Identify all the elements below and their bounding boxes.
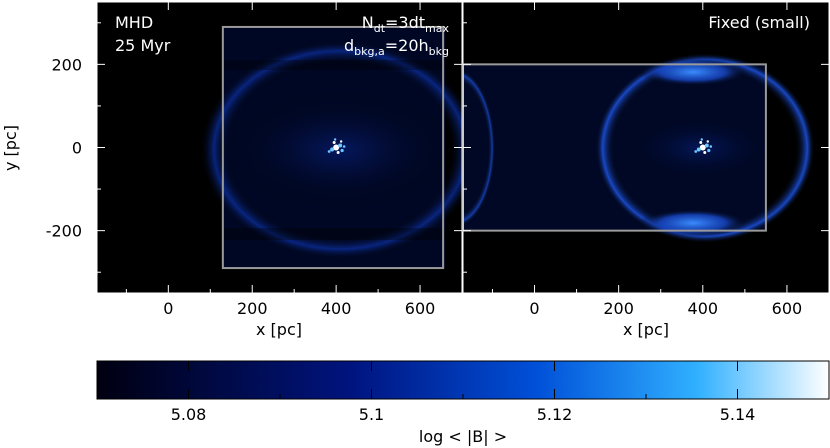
left-axis-ticks — [97, 2, 462, 293]
source-clump — [339, 140, 343, 143]
colorbar-tick-label: 5.1 — [359, 405, 384, 424]
x-tick-label: 200 — [603, 299, 634, 318]
colorbar-tick-label: 5.14 — [720, 405, 756, 424]
source-clump — [332, 141, 336, 144]
left-refinement-box — [221, 25, 445, 270]
source-clump — [327, 150, 331, 153]
left-y-tick-labels: 200 0 -200 — [46, 55, 82, 240]
left-annotation-line-2: 25 Myr — [115, 36, 171, 55]
source-clump — [706, 140, 709, 143]
source-clump — [338, 143, 343, 148]
x-tick-label: 200 — [237, 299, 268, 318]
left-panel: 0 200 400 600 200 0 -200 MHD 25 Myr Ndt=3dtma… — [1, 1, 463, 339]
colorbar-tick-labels: 5.08 5.1 5.12 5.14 — [171, 405, 756, 424]
colorbar-label: log < |B| > — [419, 427, 507, 446]
left-field-structure — [200, 28, 462, 268]
source-clump — [707, 148, 711, 153]
colorbar-tick-label: 5.08 — [171, 405, 207, 424]
x-tick-label: 600 — [405, 299, 436, 318]
source-clump — [704, 143, 709, 148]
y-axis-label: y [pc] — [1, 125, 20, 171]
source-clump — [330, 147, 335, 152]
colorbar: 5.08 5.1 5.12 5.14 log < |B| > — [96, 360, 830, 446]
source-clump — [699, 144, 706, 151]
x-tick-label: 0 — [529, 299, 539, 318]
x-tick-label: 400 — [321, 299, 352, 318]
source-clump — [709, 145, 713, 148]
colorbar-tick-label: 5.12 — [537, 405, 573, 424]
left-central-source — [327, 138, 346, 154]
colorbar-gradient — [96, 360, 830, 400]
left-param-2: dbkg,a=20hbkg — [344, 36, 449, 58]
source-clump — [696, 147, 701, 152]
right-x-axis-label: x [pc] — [623, 320, 669, 339]
right-panel: 0 200 400 600 Fixed (small) x [pc] — [462, 1, 830, 339]
source-clump — [336, 151, 340, 154]
source-clump — [342, 145, 346, 148]
colorbar-ticks — [188, 361, 738, 399]
source-clump — [700, 138, 703, 141]
right-annotation: Fixed (small) — [708, 13, 810, 32]
x-tick-label: 400 — [688, 299, 719, 318]
source-clump — [703, 151, 707, 154]
y-tick-label: 200 — [51, 55, 82, 74]
x-tick-label: 600 — [772, 299, 803, 318]
right-field-structure — [463, 53, 815, 243]
right-axis-ticks — [463, 2, 829, 293]
y-tick-label: 0 — [72, 139, 82, 158]
y-tick-label: -200 — [46, 222, 82, 241]
left-annotation-line-1: MHD — [115, 13, 153, 32]
source-clump — [340, 148, 344, 153]
source-clump — [694, 150, 698, 153]
right-central-source — [694, 138, 713, 154]
source-clump — [333, 144, 340, 151]
source-clump — [699, 141, 703, 144]
source-clump — [333, 138, 337, 141]
x-tick-label: 0 — [163, 299, 173, 318]
left-param-1: Ndt=3dtmax — [362, 13, 450, 35]
left-x-tick-labels: 0 200 400 600 — [163, 299, 435, 318]
left-x-axis-label: x [pc] — [256, 320, 302, 339]
right-x-tick-labels: 0 200 400 600 — [529, 299, 802, 318]
